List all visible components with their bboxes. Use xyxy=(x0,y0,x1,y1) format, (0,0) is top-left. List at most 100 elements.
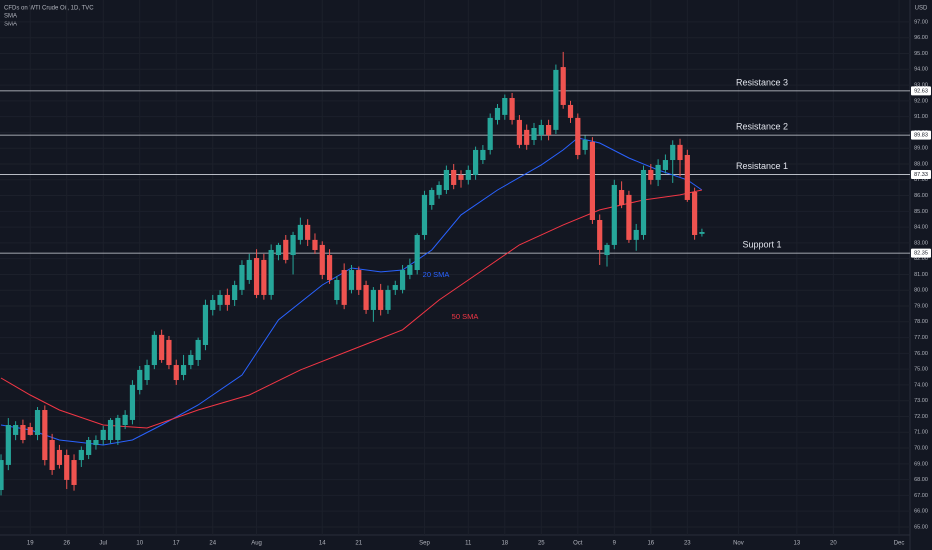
x-tick-label: 23 xyxy=(684,541,691,547)
x-tick-label: 20 xyxy=(830,541,837,547)
y-tick-label: 95.00 xyxy=(914,51,928,57)
candle-body xyxy=(283,239,289,260)
candle-body xyxy=(633,229,639,240)
y-tick-label: 66.00 xyxy=(914,509,928,515)
y-tick-label: 79.00 xyxy=(914,303,928,309)
x-tick-label: 25 xyxy=(538,541,545,547)
candle-body xyxy=(27,427,33,435)
candle-body xyxy=(582,139,588,150)
level-label: Resistance 2 xyxy=(736,121,788,131)
candle-body xyxy=(334,279,340,301)
y-tick-label: 89.00 xyxy=(914,146,928,152)
x-tick-label: 16 xyxy=(647,541,654,547)
y-tick-label: 85.00 xyxy=(914,209,928,215)
y-tick-label: 84.00 xyxy=(914,225,928,231)
candle-body xyxy=(545,124,552,135)
y-tick-label: 97.00 xyxy=(914,19,928,25)
y-tick-label: 78.00 xyxy=(914,319,928,325)
candle-body xyxy=(597,219,603,250)
candle-body xyxy=(378,289,384,310)
level-label: Resistance 3 xyxy=(736,77,788,87)
y-tick-label: 69.00 xyxy=(914,461,928,467)
sma-line xyxy=(0,137,703,446)
candle-body xyxy=(692,191,698,235)
candle-body xyxy=(239,264,245,290)
y-tick-label: 94.00 xyxy=(914,67,928,73)
sma-line xyxy=(0,189,703,429)
candle-body xyxy=(5,425,11,465)
candle-body xyxy=(217,294,223,305)
y-tick-label: 91.00 xyxy=(914,114,928,120)
x-tick-label: 10 xyxy=(136,541,143,547)
candle-body xyxy=(312,239,318,250)
x-tick-label: Jul xyxy=(99,541,107,547)
candle-body xyxy=(0,460,4,491)
candle-body xyxy=(640,169,647,235)
candle-body xyxy=(567,104,574,118)
candle-body xyxy=(560,67,566,105)
candle-body xyxy=(202,304,209,345)
x-tick-label: 24 xyxy=(209,541,216,547)
y-tick-label: 68.00 xyxy=(914,477,928,483)
chart-title: CFDs on WTI Crude Oil, 1D, TVC xyxy=(4,6,94,12)
candle-body xyxy=(421,194,428,235)
x-tick-label: Dec xyxy=(894,541,905,547)
candle-body xyxy=(524,129,530,145)
candle-body xyxy=(385,289,391,310)
y-tick-label: 70.00 xyxy=(914,445,928,451)
y-tick-label: 76.00 xyxy=(914,351,928,357)
candle-body xyxy=(195,339,201,360)
candle-body xyxy=(115,417,121,440)
candle-body xyxy=(414,234,420,271)
level-price-box xyxy=(911,86,931,96)
candle-body xyxy=(538,124,544,135)
level-price-box xyxy=(911,170,931,180)
candle-body xyxy=(93,439,99,446)
candle-body xyxy=(502,98,508,115)
candle-body xyxy=(319,244,325,275)
y-tick-label: 74.00 xyxy=(914,382,928,388)
candle-body xyxy=(137,369,143,390)
level-label: Support 1 xyxy=(742,240,781,250)
candle-body xyxy=(662,160,669,170)
x-tick-label: Oct xyxy=(573,541,583,547)
y-tick-label: 93.00 xyxy=(914,83,928,89)
candle-body xyxy=(626,194,632,240)
y-tick-label: 86.00 xyxy=(914,193,928,199)
x-tick-label: 18 xyxy=(501,541,508,547)
y-tick-label: 65.00 xyxy=(914,524,928,530)
y-tick-label: 96.00 xyxy=(914,35,928,41)
candle-body xyxy=(100,429,106,440)
candle-body xyxy=(458,175,464,180)
candle-body xyxy=(232,285,238,301)
candle-body xyxy=(261,259,267,295)
candle-body xyxy=(648,169,654,180)
y-tick-label: 82.00 xyxy=(914,256,928,262)
candle-body xyxy=(122,414,128,426)
x-tick-label: 21 xyxy=(355,541,362,547)
candle-body xyxy=(553,69,559,130)
y-tick-label: 77.00 xyxy=(914,335,928,341)
candle-body xyxy=(305,224,311,240)
candle-body xyxy=(64,454,70,480)
y-tick-label: 67.00 xyxy=(914,493,928,499)
candle-body xyxy=(589,141,596,220)
candle-body xyxy=(78,449,84,461)
candle-body xyxy=(429,190,435,206)
candle-body xyxy=(509,98,515,120)
candle-body xyxy=(392,285,398,290)
y-tick-label: 73.00 xyxy=(914,398,928,404)
candle-body xyxy=(253,258,260,295)
candle-body xyxy=(619,190,625,206)
x-tick-label: 17 xyxy=(173,541,180,547)
candle-body xyxy=(151,334,157,366)
level-price-box xyxy=(911,130,931,140)
level-price-label: 92.63 xyxy=(914,88,928,94)
sma-label: 20 SMA xyxy=(423,270,450,279)
y-tick-label: 88.00 xyxy=(914,161,928,167)
candle-body xyxy=(684,154,690,200)
candle-body xyxy=(20,425,26,440)
y-tick-label: 80.00 xyxy=(914,288,928,294)
candle-body xyxy=(159,334,165,360)
